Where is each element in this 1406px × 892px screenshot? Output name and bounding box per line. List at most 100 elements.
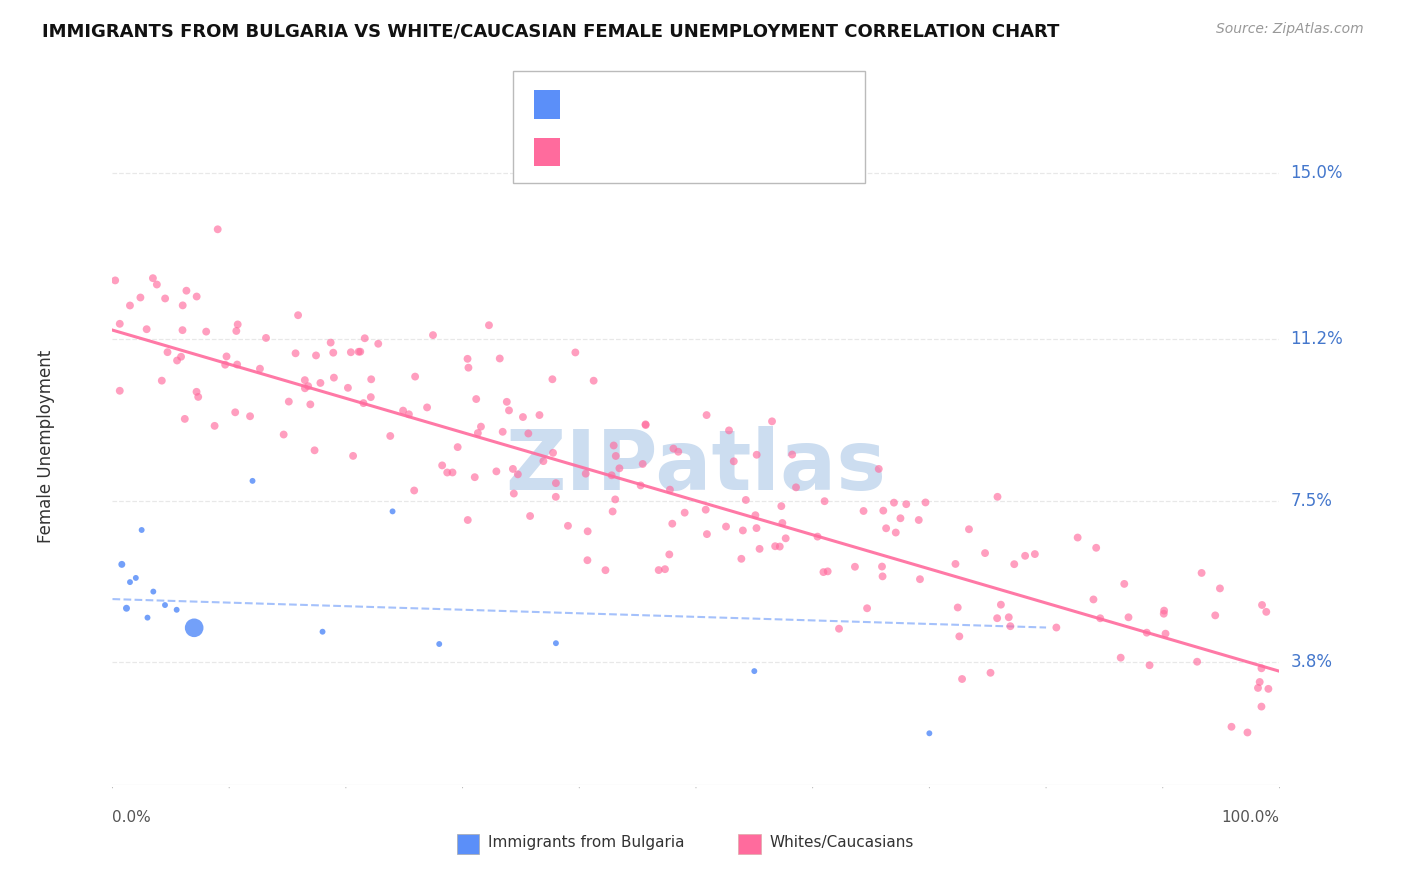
- Point: [1090, 611, 1112, 625]
- Point: [249, 361, 271, 376]
- Text: 3.8%: 3.8%: [1291, 654, 1333, 672]
- Point: [297, 379, 319, 393]
- Point: [602, 504, 624, 518]
- Point: [957, 522, 980, 536]
- Point: [170, 350, 193, 364]
- Point: [416, 401, 439, 415]
- Point: [785, 480, 807, 494]
- Point: [872, 503, 894, 517]
- Text: R = -0.077  N =  17: R = -0.077 N = 17: [571, 97, 728, 112]
- Point: [360, 372, 382, 386]
- Point: [470, 419, 492, 434]
- Point: [1185, 655, 1208, 669]
- Point: [287, 308, 309, 322]
- Point: [1136, 625, 1159, 640]
- Point: [595, 563, 617, 577]
- Point: [1250, 699, 1272, 714]
- Point: [176, 284, 198, 298]
- Point: [304, 443, 326, 458]
- Point: [544, 476, 567, 491]
- Point: [806, 530, 828, 544]
- Point: [136, 610, 159, 624]
- Point: [914, 495, 936, 509]
- Point: [322, 345, 344, 359]
- Point: [1114, 577, 1136, 591]
- Point: [392, 403, 415, 417]
- Point: [1220, 720, 1243, 734]
- Point: [478, 318, 501, 333]
- Point: [852, 504, 875, 518]
- Point: [1257, 681, 1279, 696]
- Point: [654, 562, 676, 576]
- Point: [195, 325, 218, 339]
- Point: [506, 467, 529, 482]
- Point: [150, 374, 173, 388]
- Point: [311, 624, 333, 639]
- Point: [225, 324, 247, 338]
- Point: [770, 499, 793, 513]
- Point: [844, 559, 866, 574]
- Point: [118, 575, 141, 590]
- Point: [214, 358, 236, 372]
- Point: [744, 508, 766, 523]
- Point: [277, 394, 299, 409]
- Point: [647, 563, 669, 577]
- Point: [986, 490, 1008, 504]
- Text: Immigrants from Bulgaria: Immigrants from Bulgaria: [488, 836, 685, 850]
- Text: Female Unemployment: Female Unemployment: [37, 350, 55, 542]
- Point: [576, 524, 599, 539]
- Point: [447, 440, 470, 454]
- Point: [541, 372, 564, 386]
- Point: [631, 457, 654, 471]
- Point: [696, 408, 718, 422]
- Point: [1251, 598, 1274, 612]
- Point: [342, 449, 364, 463]
- Point: [142, 584, 165, 599]
- Point: [1153, 607, 1175, 621]
- Point: [734, 492, 756, 507]
- Point: [575, 467, 598, 481]
- Point: [673, 506, 696, 520]
- Point: [360, 390, 382, 404]
- Point: [630, 478, 652, 492]
- Point: [856, 601, 879, 615]
- Point: [172, 298, 194, 312]
- Point: [813, 494, 835, 508]
- Point: [1204, 608, 1226, 623]
- Point: [742, 664, 765, 678]
- Text: R = -0.890  N = 199: R = -0.890 N = 199: [571, 145, 734, 160]
- Point: [187, 390, 209, 404]
- Point: [1256, 605, 1278, 619]
- Point: [662, 442, 685, 456]
- Point: [1153, 604, 1175, 618]
- Point: [817, 565, 839, 579]
- Point: [349, 344, 371, 359]
- Point: [1247, 681, 1270, 695]
- Point: [775, 532, 797, 546]
- Point: [731, 524, 754, 538]
- Point: [142, 271, 165, 285]
- Point: [309, 376, 332, 390]
- Point: [457, 513, 479, 527]
- Text: 100.0%: 100.0%: [1222, 810, 1279, 825]
- Point: [564, 345, 586, 359]
- Point: [945, 557, 967, 571]
- Point: [907, 513, 929, 527]
- Text: IMMIGRANTS FROM BULGARIA VS WHITE/CAUCASIAN FEMALE UNEMPLOYMENT CORRELATION CHAR: IMMIGRANTS FROM BULGARIA VS WHITE/CAUCAS…: [42, 22, 1060, 40]
- Point: [872, 569, 894, 583]
- Point: [273, 427, 295, 442]
- Point: [380, 429, 402, 443]
- Point: [1191, 566, 1213, 580]
- Point: [769, 540, 792, 554]
- Text: 0.0%: 0.0%: [112, 810, 152, 825]
- Point: [948, 629, 970, 643]
- Point: [465, 392, 488, 406]
- Point: [531, 454, 554, 468]
- Point: [1045, 620, 1067, 634]
- Point: [502, 462, 524, 476]
- Point: [322, 370, 344, 384]
- Point: [441, 466, 464, 480]
- Text: 11.2%: 11.2%: [1291, 330, 1343, 348]
- Point: [519, 508, 541, 523]
- Point: [488, 351, 510, 366]
